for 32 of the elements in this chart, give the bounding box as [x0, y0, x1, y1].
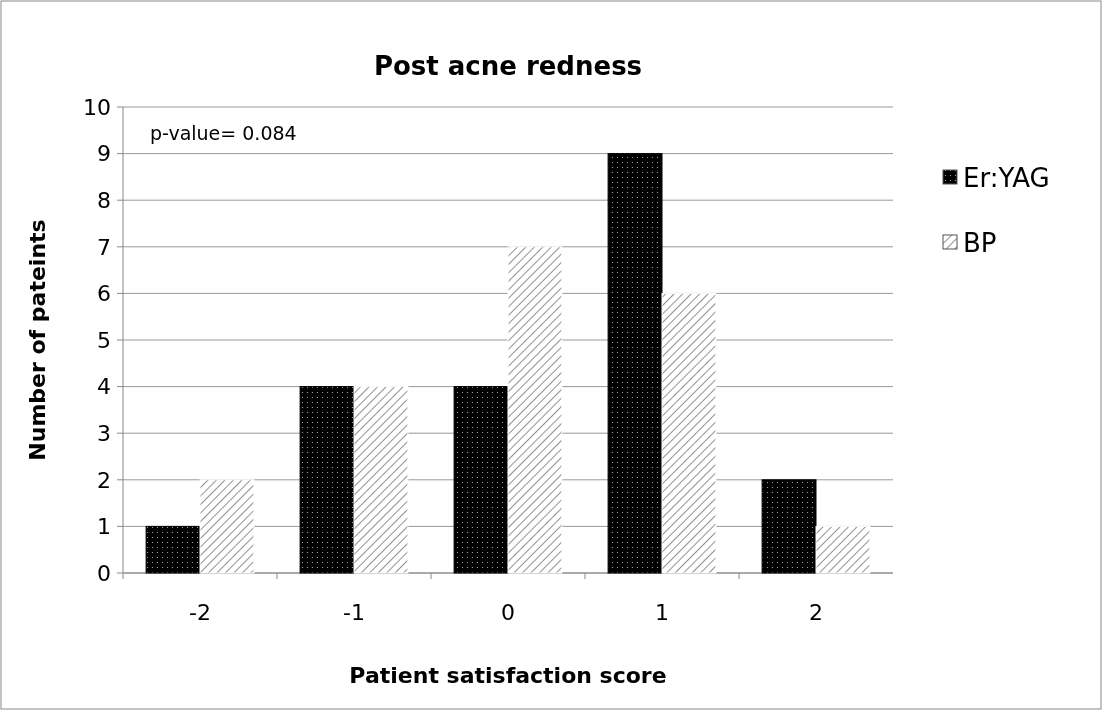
- x-axis-title: Patient satisfaction score: [349, 663, 667, 688]
- y-tick-label: 0: [97, 560, 111, 586]
- y-tick-label: 10: [83, 94, 111, 120]
- bar: [145, 525, 201, 574]
- bar: [353, 386, 409, 574]
- y-axis-title: Number of pateints: [25, 219, 50, 461]
- y-tick-label: 1: [97, 514, 111, 540]
- y-tick-label: 5: [97, 327, 111, 353]
- annotation: p-value= 0.084: [150, 122, 297, 144]
- bar: [199, 479, 255, 574]
- x-tick-label: -1: [343, 600, 365, 625]
- legend-label: BP: [963, 228, 997, 259]
- y-tick-label: 9: [97, 141, 111, 167]
- y-tick-label: 7: [97, 234, 111, 260]
- x-tick-label: -2: [189, 600, 211, 625]
- y-tick-label: 6: [97, 281, 111, 307]
- legend-label: Er:YAG: [963, 163, 1050, 194]
- bar: [815, 525, 871, 574]
- x-tick-label: 2: [809, 600, 823, 625]
- y-tick-label: 2: [97, 467, 111, 493]
- y-tick-label: 8: [97, 187, 111, 213]
- bar: [299, 386, 355, 574]
- bar: [453, 386, 509, 574]
- chart-title: Post acne redness: [373, 51, 643, 81]
- bar: [507, 246, 563, 574]
- bar: [607, 153, 663, 574]
- y-tick-label: 3: [97, 420, 111, 446]
- y-tick-label: 4: [97, 374, 111, 400]
- x-tick-label: 0: [501, 600, 515, 625]
- bar: [761, 479, 817, 574]
- bar: [661, 292, 717, 574]
- x-tick-label: 1: [655, 600, 669, 625]
